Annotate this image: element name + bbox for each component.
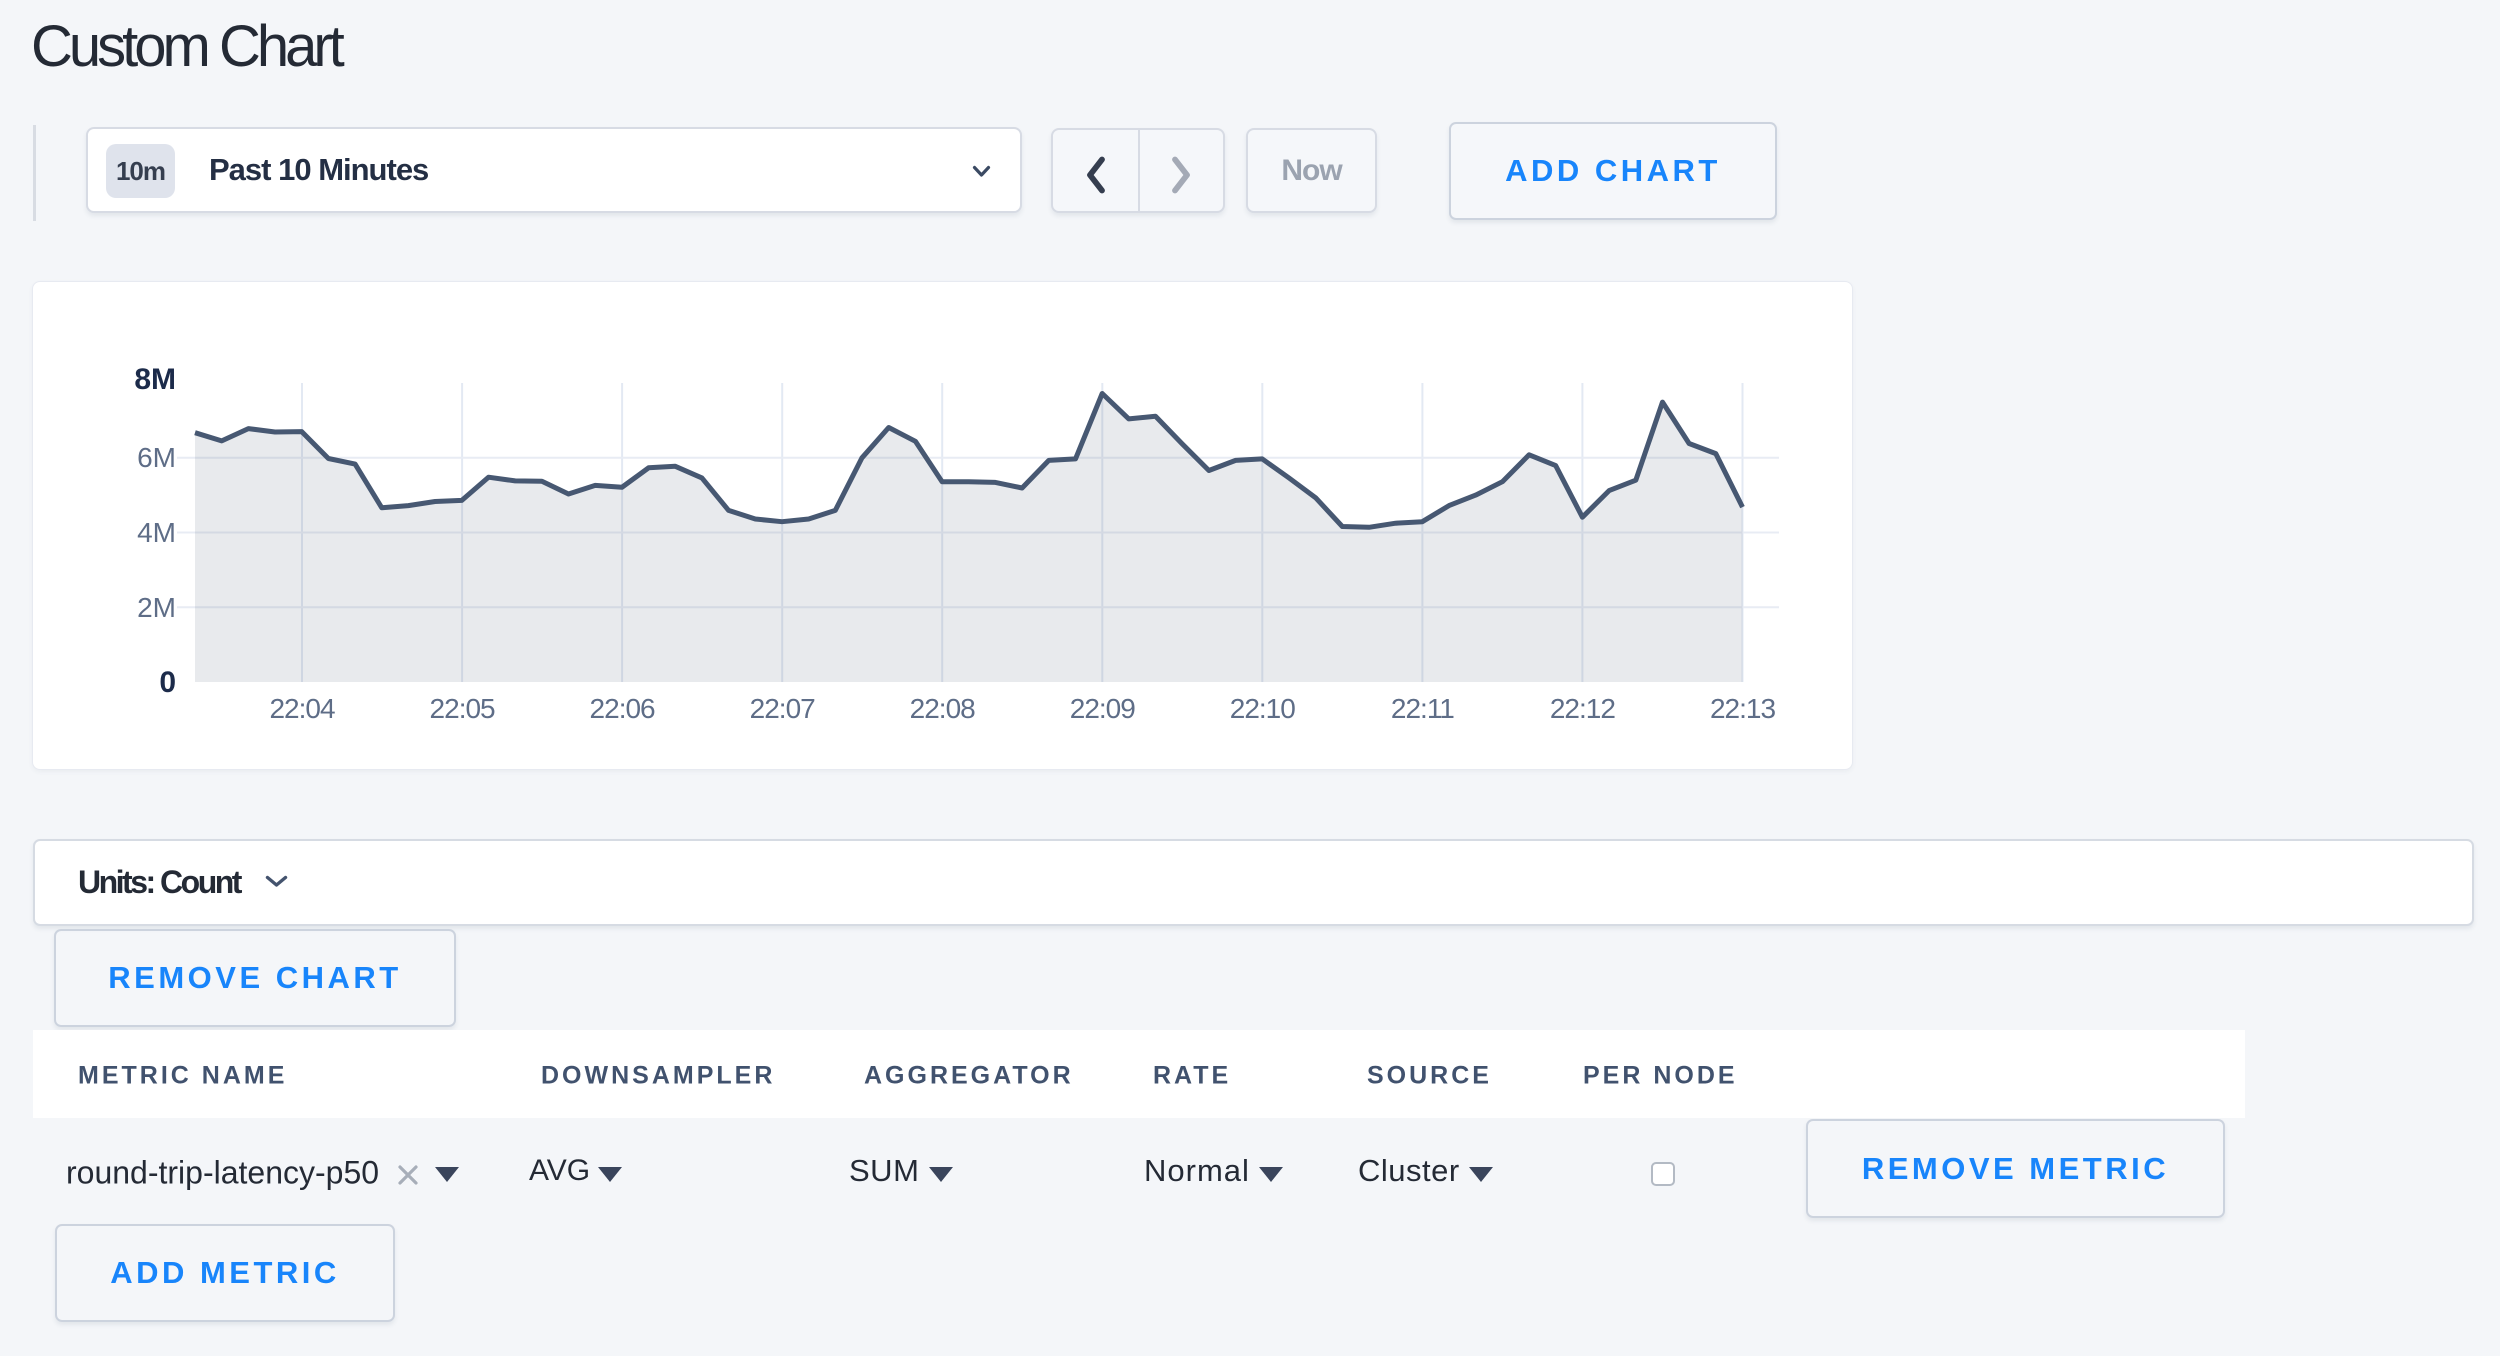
svg-text:22:09: 22:09 (1070, 693, 1135, 724)
svg-text:8M: 8M (134, 363, 176, 396)
svg-text:22:11: 22:11 (1391, 693, 1454, 724)
svg-text:22:13: 22:13 (1710, 693, 1775, 724)
svg-text:22:08: 22:08 (910, 693, 975, 724)
svg-text:22:05: 22:05 (430, 693, 495, 724)
svg-text:0: 0 (159, 666, 176, 699)
svg-text:22:12: 22:12 (1550, 693, 1615, 724)
svg-text:2M: 2M (137, 592, 176, 623)
svg-text:22:06: 22:06 (590, 693, 655, 724)
svg-text:22:04: 22:04 (269, 693, 334, 724)
svg-text:22:07: 22:07 (750, 693, 815, 724)
svg-text:6M: 6M (137, 442, 176, 473)
svg-text:4M: 4M (137, 517, 176, 548)
svg-text:22:10: 22:10 (1230, 693, 1295, 724)
